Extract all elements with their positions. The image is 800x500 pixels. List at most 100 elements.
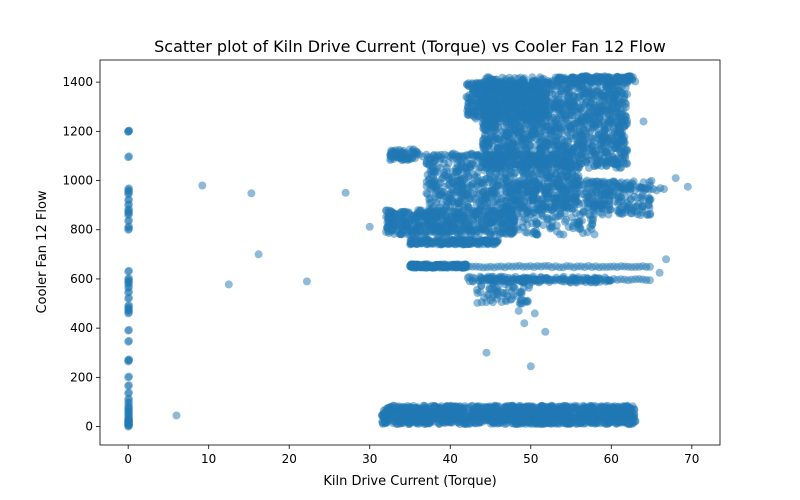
data-point xyxy=(559,419,568,428)
data-point xyxy=(578,136,587,144)
data-point xyxy=(399,222,408,231)
data-point xyxy=(469,207,478,216)
data-point xyxy=(620,159,629,168)
data-point xyxy=(450,179,459,188)
data-point xyxy=(571,155,580,164)
data-point xyxy=(444,218,453,226)
data-point xyxy=(524,103,533,112)
data-point xyxy=(563,172,571,181)
data-point xyxy=(565,98,573,107)
data-point xyxy=(551,410,560,419)
data-point xyxy=(459,207,468,216)
data-point xyxy=(611,127,619,136)
data-point xyxy=(485,177,494,186)
data-point xyxy=(588,142,597,151)
data-point xyxy=(509,124,518,133)
data-point xyxy=(479,124,488,133)
data-point xyxy=(451,402,460,411)
data-point xyxy=(494,134,503,143)
data-point xyxy=(538,160,547,169)
data-point xyxy=(523,416,532,425)
data-point xyxy=(379,412,388,420)
data-point xyxy=(560,157,569,166)
data-point xyxy=(590,415,599,423)
data-point xyxy=(488,208,497,217)
data-point xyxy=(555,166,564,175)
data-point xyxy=(519,408,528,417)
data-point xyxy=(510,407,519,416)
data-point xyxy=(457,215,466,224)
data-point xyxy=(559,85,568,94)
data-point xyxy=(493,237,502,246)
data-point xyxy=(592,91,601,100)
data-point xyxy=(541,91,550,100)
data-point xyxy=(513,83,522,92)
data-point xyxy=(543,138,552,147)
data-point xyxy=(398,229,407,238)
data-point xyxy=(424,210,433,219)
data-point xyxy=(461,225,470,234)
data-point xyxy=(551,402,560,411)
data-point xyxy=(434,236,443,245)
data-point xyxy=(459,184,468,193)
data-point xyxy=(611,157,620,166)
data-point xyxy=(504,131,513,140)
data-point xyxy=(513,92,522,101)
data-point xyxy=(481,195,490,204)
data-point xyxy=(433,224,442,233)
data-point xyxy=(587,117,596,126)
data-point xyxy=(603,149,612,158)
data-point xyxy=(579,113,588,122)
data-point xyxy=(503,142,512,151)
data-point xyxy=(481,97,490,106)
data-point xyxy=(469,195,478,203)
data-point xyxy=(575,406,584,415)
data-point xyxy=(611,413,619,422)
data-point xyxy=(564,122,573,131)
data-point xyxy=(631,417,640,426)
data-point xyxy=(535,98,544,107)
data-point xyxy=(582,157,590,166)
data-point xyxy=(497,167,506,175)
data-point xyxy=(576,417,584,426)
data-point xyxy=(593,408,602,417)
data-point xyxy=(598,110,607,119)
data-point xyxy=(561,408,570,417)
data-point xyxy=(443,236,452,245)
data-point xyxy=(455,197,464,206)
data-point xyxy=(544,413,553,422)
data-point xyxy=(416,223,425,232)
data-point xyxy=(410,216,419,225)
data-point xyxy=(468,79,477,88)
data-point xyxy=(444,416,453,425)
data-point xyxy=(464,172,473,181)
data-point xyxy=(533,151,542,160)
data-point xyxy=(493,144,502,153)
data-point xyxy=(583,410,592,419)
data-point xyxy=(462,413,471,421)
data-point xyxy=(535,407,544,416)
data-point xyxy=(536,106,545,115)
data-point xyxy=(540,419,549,428)
data-point xyxy=(429,408,438,417)
data-point xyxy=(522,163,531,172)
data-point xyxy=(486,402,495,411)
data-point xyxy=(443,206,452,215)
data-point xyxy=(529,403,538,412)
data-point xyxy=(499,411,508,420)
data-point xyxy=(465,277,474,286)
data-point xyxy=(469,179,478,188)
data-point xyxy=(532,415,541,423)
data-point xyxy=(609,103,617,112)
data-point xyxy=(474,413,483,422)
data-point xyxy=(487,186,496,195)
data-point xyxy=(446,228,455,236)
data-point xyxy=(473,168,482,177)
data-point xyxy=(487,80,496,89)
data-point xyxy=(596,139,605,148)
data-point xyxy=(547,154,556,163)
data-point xyxy=(488,417,497,426)
data-point xyxy=(384,208,393,217)
data-point xyxy=(516,130,525,139)
data-point xyxy=(619,94,628,103)
